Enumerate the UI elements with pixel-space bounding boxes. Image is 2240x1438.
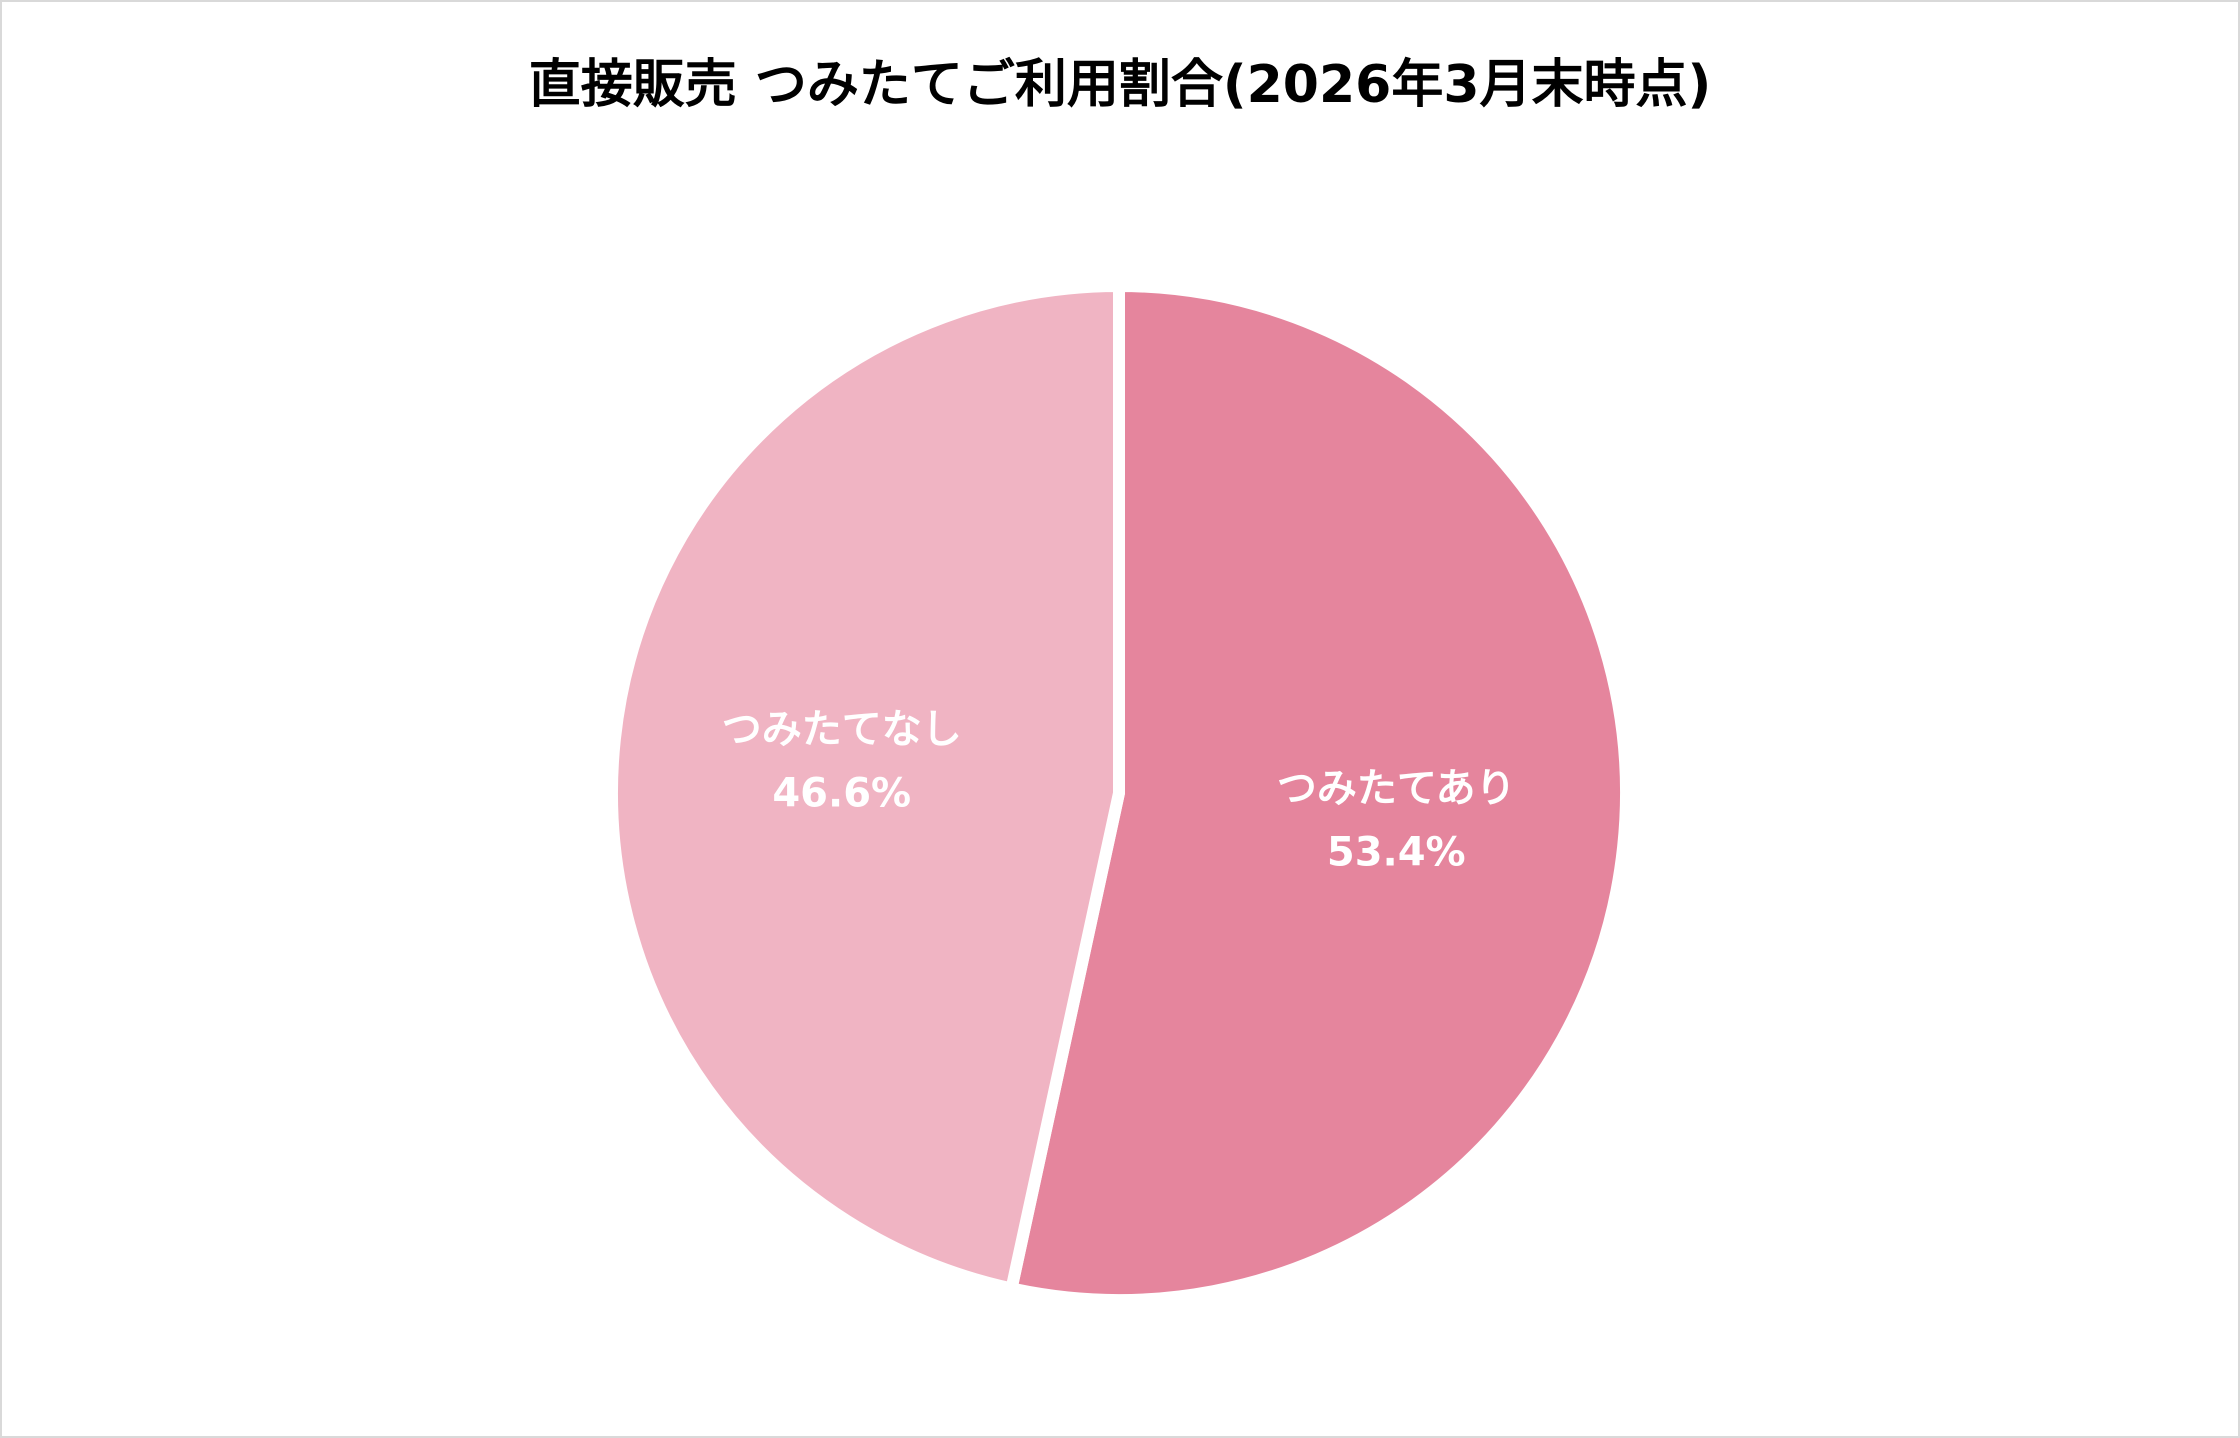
slice-value-label: 46.6% <box>772 770 911 816</box>
chart-title: 直接販売 つみたてご利用割合(2026年3月末時点) <box>529 55 1712 115</box>
slice-category-label: つみたてなし <box>722 706 962 752</box>
pie-slice <box>606 279 1125 1296</box>
slice-category-label: つみたてあり <box>1277 766 1516 812</box>
slice-value-label: 53.4% <box>1327 830 1466 876</box>
pie-slice <box>1004 279 1632 1306</box>
